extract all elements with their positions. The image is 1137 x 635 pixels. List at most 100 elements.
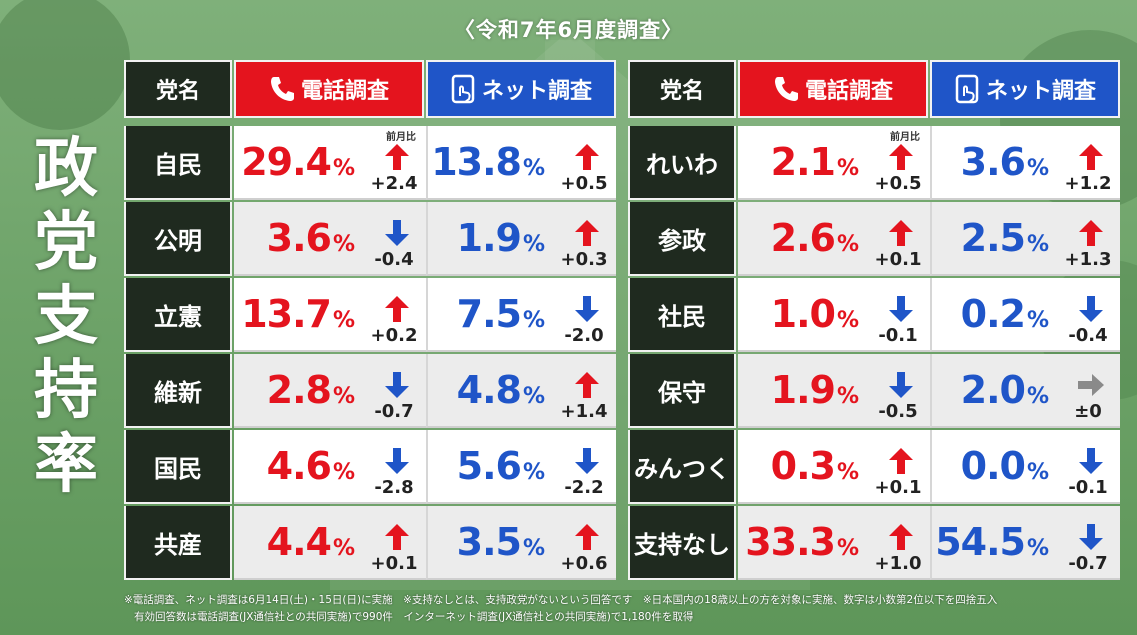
arrow-up-icon: [385, 144, 409, 170]
net-result-cell: 2.5% +1.3: [930, 202, 1120, 276]
header-net-survey: ネット調査: [426, 60, 616, 118]
percent-sign: %: [1026, 156, 1049, 181]
phone-support-rate: 4.4%: [266, 520, 355, 564]
rate-value: 2.6: [770, 216, 836, 260]
prev-month-label: 前月比: [386, 132, 416, 143]
month-over-month-change: +0.5: [560, 173, 608, 194]
rate-value: 0.2: [960, 292, 1026, 336]
main-title-char: 率: [34, 428, 98, 502]
party-name: 維新: [124, 354, 232, 428]
party-row: 保守 1.9% -0.5 2.0% ±0: [628, 354, 1122, 428]
footnote-line: ※電話調査、ネット調査は6月14日(土)・15日(日)に実施 ※支持なしとは、支…: [124, 594, 998, 606]
phone-icon: [774, 77, 798, 101]
party-row: 共産 4.4% +0.1 3.5% +0.6: [124, 506, 618, 580]
month-over-month-change: -0.7: [374, 401, 414, 422]
party-row: れいわ 2.1% +0.5 前月比 3.6% +1.2: [628, 126, 1122, 200]
net-support-rate: 13.8%: [431, 140, 545, 184]
percent-sign: %: [1026, 460, 1049, 485]
phone-support-rate: 3.6%: [266, 216, 355, 260]
rate-value: 13.7: [241, 292, 332, 336]
phone-support-rate: 1.9%: [771, 368, 859, 412]
rate-value: 3.6: [266, 216, 332, 260]
arrow-down-icon: [889, 372, 913, 398]
header-net-label: ネット調査: [985, 79, 1096, 104]
percent-sign: %: [836, 536, 859, 561]
percent-sign: %: [522, 384, 545, 409]
month-over-month-change: ±0: [1074, 401, 1102, 422]
month-over-month-change: -0.1: [1068, 477, 1108, 498]
rate-value: 2.5: [960, 216, 1026, 260]
net-support-rate: 5.6%: [457, 444, 545, 488]
prev-month-label: 前月比: [890, 132, 920, 143]
month-over-month-change: -2.0: [564, 325, 604, 346]
phone-result-cell: 2.6% +0.1: [738, 202, 930, 276]
phone-support-rate: 1.0%: [770, 292, 859, 336]
party-name: 支持なし: [628, 506, 736, 580]
main-title: 政 党 支 持 率: [22, 132, 110, 502]
rate-value: 2.8: [266, 368, 332, 412]
month-over-month-change: +1.3: [1064, 249, 1112, 270]
percent-sign: %: [332, 232, 355, 257]
net-result-cell: 1.9% +0.3: [426, 202, 616, 276]
arrow-down-icon: [1079, 448, 1103, 474]
footnote-line: 有効回答数は電話調査(JX通信社との共同実施)で990件 インターネット調査(J…: [134, 611, 694, 623]
header-phone-survey: 電話調査: [738, 60, 928, 118]
rate-value: 1.0: [770, 292, 836, 336]
rate-value: 4.4: [266, 520, 332, 564]
party-name: 公明: [124, 202, 232, 276]
header-phone-label: 電話調査: [804, 79, 893, 104]
month-over-month-change: +0.1: [370, 553, 418, 574]
phone-result-cell: 1.0% -0.1: [738, 278, 930, 352]
arrow-up-icon: [1079, 220, 1103, 246]
month-over-month-change: -0.5: [878, 401, 918, 422]
month-over-month-change: -2.2: [564, 477, 604, 498]
phone-result-cell: 13.7% +0.2: [234, 278, 426, 352]
party-row: 公明 3.6% -0.4 1.9% +0.3: [124, 202, 618, 276]
party-name: みんつく: [628, 430, 736, 504]
party-row: 支持なし 33.3% +1.0 54.5% -0.7: [628, 506, 1122, 580]
header-phone-survey: 電話調査: [234, 60, 424, 118]
party-name: 国民: [124, 430, 232, 504]
percent-sign: %: [522, 232, 545, 257]
phone-result-cell: 2.8% -0.7: [234, 354, 426, 428]
party-name: 立憲: [124, 278, 232, 352]
smartphone-icon: [955, 74, 979, 104]
phone-support-rate: 33.3%: [745, 520, 859, 564]
main-title-char: 持: [34, 354, 98, 428]
phone-support-rate: 2.6%: [770, 216, 859, 260]
main-title-char: 政: [34, 132, 98, 206]
arrow-right-icon: [1078, 374, 1104, 396]
arrow-down-icon: [575, 296, 599, 322]
phone-result-cell: 2.1% +0.5 前月比: [738, 126, 930, 200]
arrow-up-icon: [385, 524, 409, 550]
rate-value: 2.0: [960, 368, 1026, 412]
party-name: 共産: [124, 506, 232, 580]
percent-sign: %: [836, 232, 859, 257]
phone-support-rate: 4.6%: [267, 444, 355, 488]
phone-result-cell: 0.3% +0.1: [738, 430, 930, 504]
rate-value: 1.9: [456, 216, 522, 260]
party-name: れいわ: [628, 126, 736, 200]
net-result-cell: 2.0% ±0: [930, 354, 1120, 428]
main-title-char: 党: [34, 206, 98, 280]
phone-support-rate: 0.3%: [771, 444, 859, 488]
header-party: 党名: [124, 60, 232, 118]
percent-sign: %: [522, 156, 545, 181]
month-over-month-change: -2.8: [374, 477, 414, 498]
net-result-cell: 54.5% -0.7: [930, 506, 1120, 580]
net-result-cell: 0.0% -0.1: [930, 430, 1120, 504]
header-net-label: ネット調査: [481, 79, 592, 104]
percent-sign: %: [1026, 536, 1049, 561]
percent-sign: %: [522, 536, 545, 561]
party-name: 参政: [628, 202, 736, 276]
party-row: 社民 1.0% -0.1 0.2% -0.4: [628, 278, 1122, 352]
percent-sign: %: [332, 156, 355, 181]
percent-sign: %: [1026, 232, 1049, 257]
phone-support-rate: 2.8%: [266, 368, 355, 412]
net-support-rate: 54.5%: [935, 520, 1049, 564]
rate-value: 2.1: [770, 140, 836, 184]
main-title-char: 支: [34, 280, 98, 354]
month-over-month-change: +2.4: [370, 173, 418, 194]
arrow-down-icon: [575, 448, 599, 474]
percent-sign: %: [522, 308, 545, 333]
